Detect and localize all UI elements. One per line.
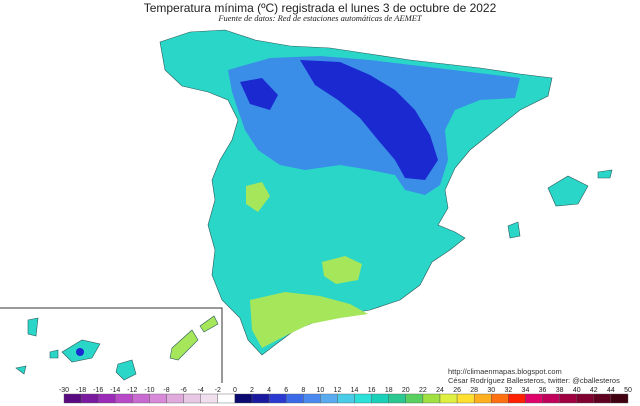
legend-tick-label: 34: [522, 387, 530, 394]
legend-tick-label: 40: [573, 387, 581, 394]
legend-tick-label: -2: [215, 387, 221, 394]
legend-color-swatch: [80, 393, 99, 404]
credit-url: http://climaenmapas.blogspot.com: [448, 367, 562, 376]
legend-color-swatch: [268, 393, 287, 404]
legend-color-swatch: [217, 393, 236, 404]
warm-zone-guadalquivir: [250, 292, 368, 348]
legend-color-swatch: [456, 393, 475, 404]
legend-color-swatch: [200, 393, 219, 404]
legend-tick-label: -30: [59, 387, 69, 394]
legend-color-swatch: [439, 393, 458, 404]
legend-tick-label: 24: [436, 387, 444, 394]
legend-tick-label: 50: [624, 387, 632, 394]
legend-tick-label: 14: [351, 387, 359, 394]
legend-color-swatch: [610, 393, 629, 404]
legend-color-swatch: [320, 393, 338, 404]
legend-tick-label: -14: [110, 387, 120, 394]
balearic-mallorca: [547, 175, 589, 207]
legend-color-swatch: [405, 393, 424, 404]
legend-tick-label: 2: [250, 387, 254, 394]
legend-tick-label: -10: [144, 387, 154, 394]
legend-tick-label: 4: [267, 387, 271, 394]
color-scale-legend: -30 -18 -16 -14 -12 -10 -8 -6 -4 -2 0 2 4 6 8 10 12 14 16 1…: [59, 387, 632, 404]
legend-tick-label: 42: [590, 387, 598, 394]
canary-teide-cold: [76, 348, 84, 356]
warm-zone-jaen: [322, 256, 362, 284]
legend-tick-label: 20: [402, 387, 410, 394]
legend-color-swatch: [576, 393, 595, 404]
legend-tick-label: 32: [504, 387, 512, 394]
legend-color-swatch: [593, 393, 612, 404]
legend-tick-label: 0: [233, 387, 237, 394]
canary-lanzarote: [199, 315, 219, 333]
legend-color-swatch: [422, 393, 441, 404]
map-title: Temperatura mínima (ºC) registrada el lu…: [143, 1, 497, 15]
legend-color-swatch: [388, 393, 407, 404]
legend-color-swatch: [183, 393, 201, 404]
balearic-menorca: [597, 169, 613, 179]
canary-fuerteventura: [169, 329, 199, 361]
legend-color-swatch: [97, 393, 116, 404]
legend-tick-label: 38: [556, 387, 564, 394]
legend-tick-label: -6: [181, 387, 187, 394]
legend-color-swatch: [251, 393, 270, 404]
legend-color-swatch: [63, 393, 82, 404]
warm-zone-extremadura: [246, 182, 270, 212]
legend-tick-label: -8: [163, 387, 169, 394]
legend-tick-label: 22: [419, 387, 427, 394]
legend-color-swatch: [166, 393, 184, 404]
legend-tick-label: 36: [539, 387, 547, 394]
legend-tick-label: -16: [93, 387, 103, 394]
legend-color-swatch: [303, 393, 321, 404]
legend-tick-label: 30: [487, 387, 495, 394]
legend-tick-label: 44: [607, 387, 615, 394]
legend-color-swatch: [371, 393, 389, 404]
map-subtitle: Fuente de datos: Red de estaciones autom…: [218, 13, 422, 23]
legend-tick-label: 18: [385, 387, 393, 394]
legend-color-swatch: [559, 393, 577, 404]
legend-tick-label: 28: [470, 387, 478, 394]
canary-gran-canaria: [115, 359, 137, 381]
legend-tick-label: 26: [453, 387, 461, 394]
very-cold-zone-west: [240, 78, 278, 110]
legend-color-swatch: [491, 393, 509, 404]
canary-la-gomera: [49, 349, 59, 359]
credit-author: César Rodríguez Ballesteros, twitter: @c…: [448, 376, 620, 385]
canary-inset-frame: [0, 307, 223, 383]
legend-color-swatch: [149, 393, 167, 404]
legend-color-swatch: [285, 393, 304, 404]
canary-la-palma: [27, 317, 39, 337]
legend-tick-label: -18: [76, 387, 86, 394]
legend-color-swatch: [132, 393, 150, 404]
very-cold-zone: [300, 60, 438, 180]
legend-color-swatch: [473, 393, 492, 404]
canary-el-hierro: [15, 365, 27, 375]
legend-tick-label: 8: [301, 387, 305, 394]
legend-tick-label: -4: [198, 387, 204, 394]
legend-color-swatch: [542, 393, 560, 404]
legend-tick-label: 6: [284, 387, 288, 394]
legend-tick-label: 10: [316, 387, 324, 394]
legend-tick-label: -12: [127, 387, 137, 394]
legend-color-swatch: [337, 393, 355, 404]
legend-tick-label: 16: [368, 387, 376, 394]
balearic-ibiza: [507, 221, 521, 239]
legend-color-swatch: [525, 393, 543, 404]
legend-color-swatch: [234, 393, 253, 404]
legend-color-swatch: [354, 393, 372, 404]
legend-tick-label: 12: [334, 387, 342, 394]
legend-color-swatch: [508, 393, 526, 404]
legend-color-swatch: [115, 393, 133, 404]
